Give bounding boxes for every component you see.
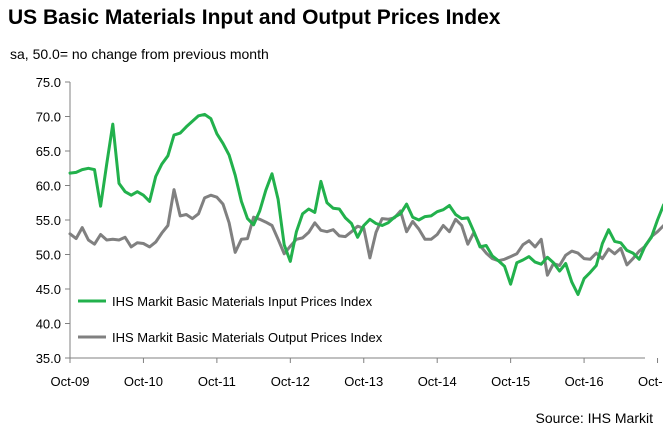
y-tick-label: 55.0 <box>36 213 61 228</box>
x-tick-label: Oct-13 <box>344 374 383 389</box>
legend-label-input: IHS Markit Basic Materials Input Prices … <box>112 294 373 309</box>
y-tick-label: 60.0 <box>36 179 61 194</box>
x-tick-label: Oct-11 <box>198 374 236 389</box>
output-prices-line <box>70 183 663 276</box>
y-tick-label: 50.0 <box>36 248 61 263</box>
x-tick-label: Oct-16 <box>565 374 604 389</box>
x-tick-label: Oct-14 <box>418 374 457 389</box>
x-tick-label: Oct-09 <box>50 374 89 389</box>
series-layer <box>70 114 663 294</box>
x-tick-label: Oct-10 <box>124 374 163 389</box>
y-tick-label: 70.0 <box>36 110 61 125</box>
chart-area: 35.0 40.0 45.0 50.0 55.0 60.0 65.0 70.0 75.0 Oct-… <box>0 0 663 440</box>
y-tick-label: 40.0 <box>36 317 61 332</box>
x-tick-label: Oct-15 <box>491 374 530 389</box>
x-tick-label: Oct-17 <box>638 374 663 389</box>
input-prices-line <box>70 114 663 294</box>
x-tick-label: Oct-12 <box>271 374 310 389</box>
y-tick-label: 35.0 <box>36 351 61 366</box>
y-tick-label: 65.0 <box>36 144 61 159</box>
y-tick-label: 75.0 <box>36 75 61 90</box>
legend: IHS Markit Basic Materials Input Prices … <box>78 294 383 345</box>
y-tick-label: 45.0 <box>36 282 61 297</box>
legend-label-output: IHS Markit Basic Materials Output Prices… <box>112 330 383 345</box>
source-note: Source: IHS Markit <box>536 410 653 426</box>
